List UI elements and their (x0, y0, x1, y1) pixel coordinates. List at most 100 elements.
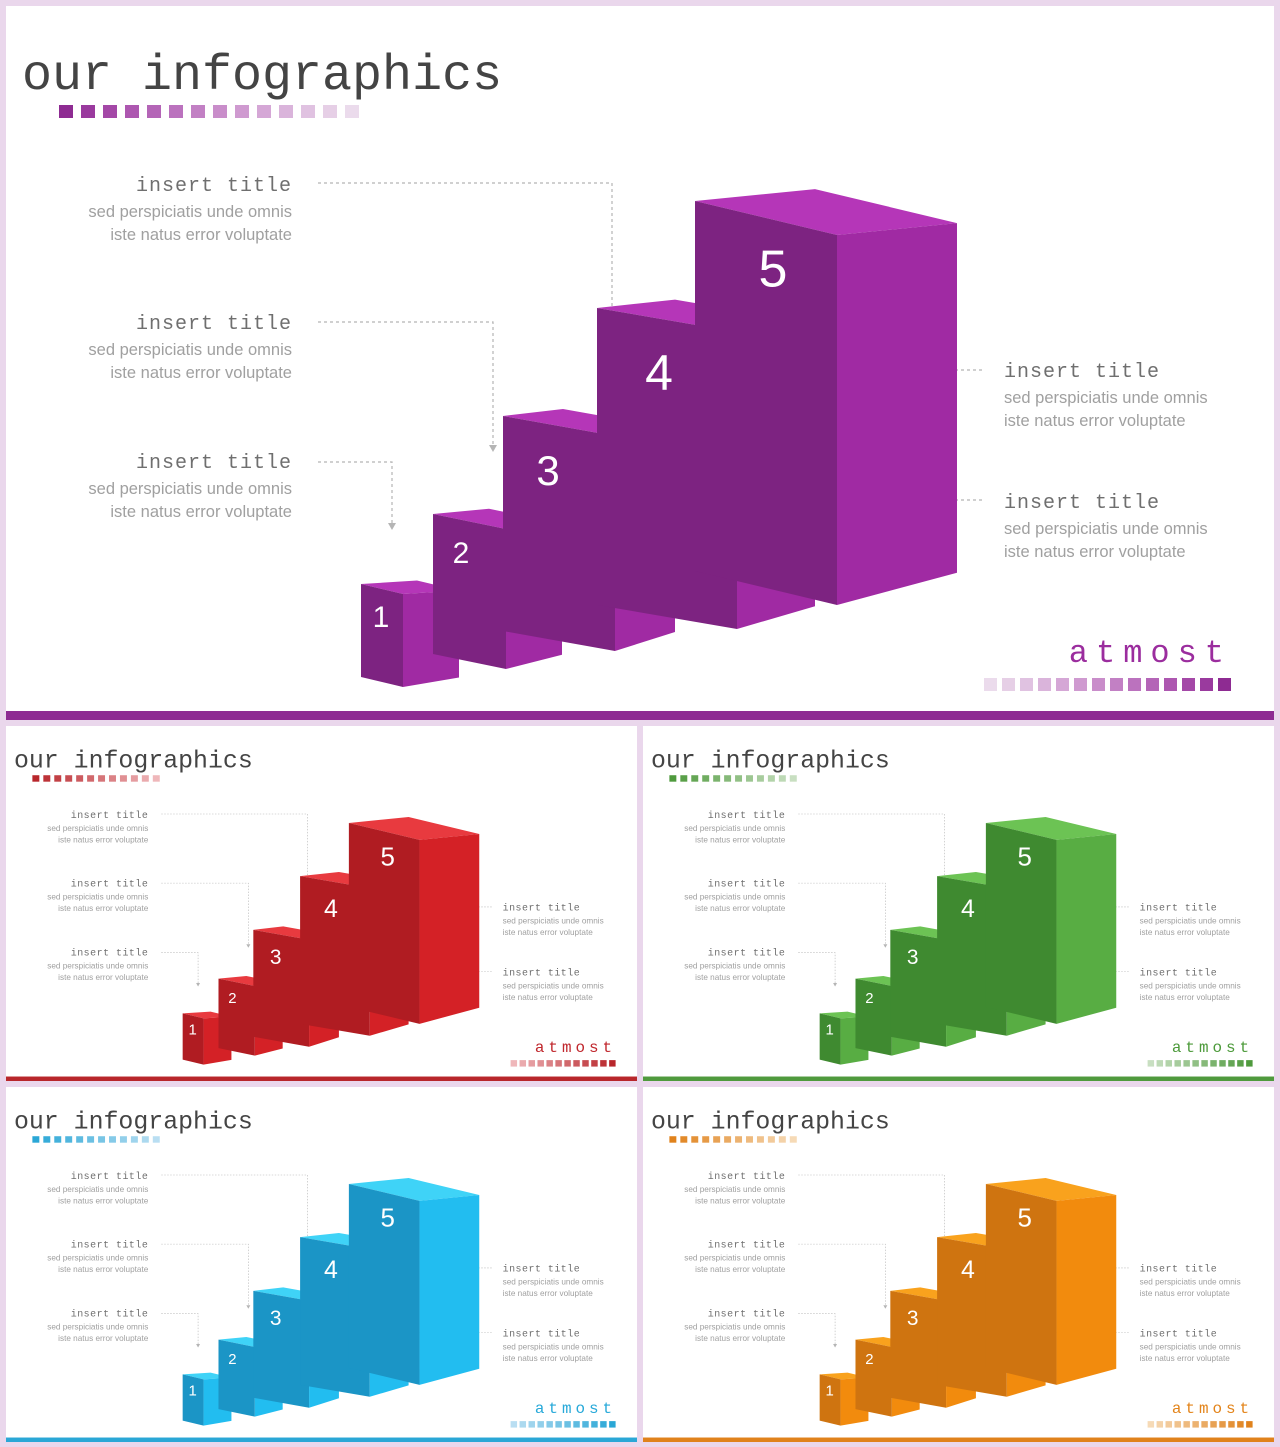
cube-front (218, 978, 255, 1056)
brand-square (1156, 1421, 1164, 1428)
title-square (81, 105, 95, 118)
title-square (735, 775, 743, 782)
info-line-2: iste natus error voluptate (695, 1334, 786, 1343)
info-title: insert title (708, 1309, 786, 1320)
slide-title: our infographics (651, 1108, 890, 1136)
info-line-2: iste natus error voluptate (1140, 1354, 1231, 1363)
arrow-head (833, 1344, 838, 1348)
brand-square (1219, 1421, 1226, 1428)
cube-front (433, 514, 506, 669)
info-line-2: iste natus error voluptate (58, 835, 149, 844)
brand-square (1201, 1060, 1208, 1067)
info-block-1: insert title sed perspiciatis unde omnis i… (684, 810, 786, 844)
title-square (279, 105, 293, 118)
cube-1: 1 (819, 1011, 869, 1065)
title-square (141, 775, 149, 782)
connector-line (161, 1174, 308, 1272)
connector-line (161, 952, 199, 987)
cube-number: 2 (865, 1351, 873, 1368)
brand-square (609, 1421, 616, 1428)
info-title: insert title (71, 1309, 149, 1320)
cube-number: 3 (907, 946, 919, 969)
brand-square (1210, 1060, 1217, 1067)
info-line-2: iste natus error voluptate (695, 904, 786, 913)
info-line-1: sed perspiciatis unde omnis (47, 893, 148, 902)
info-title: insert title (503, 968, 581, 979)
info-block-3: insert title sed perspiciatis unde omnis i… (88, 452, 292, 521)
info-line-1: sed perspiciatis unde omnis (503, 982, 604, 991)
info-block-1: insert title sed perspiciatis unde omnis i… (47, 1171, 149, 1205)
title-square (54, 1136, 62, 1143)
cube-5: 5 (985, 1178, 1117, 1385)
brand-square (609, 1060, 616, 1067)
cube-front (253, 929, 310, 1047)
cube-front (253, 1290, 310, 1408)
title-square (323, 105, 337, 118)
cube-number: 3 (536, 447, 559, 494)
info-block-5: insert title sed perspiciatis unde omnis i… (1140, 1329, 1241, 1363)
cube-number: 1 (373, 601, 390, 634)
title-square (680, 775, 688, 782)
info-line-1: sed perspiciatis unde omnis (684, 893, 785, 902)
title-square (103, 105, 117, 118)
info-line-1: sed perspiciatis unde omnis (1140, 1277, 1241, 1286)
info-line-1: sed perspiciatis unde omnis (47, 824, 148, 833)
cube-top (348, 817, 480, 840)
cube-number: 3 (270, 946, 282, 969)
brand-square (1246, 1060, 1253, 1067)
brand-square (1174, 1060, 1181, 1067)
connector-line (798, 1243, 886, 1309)
cube-top (348, 1178, 480, 1201)
cube-front (348, 822, 420, 1024)
info-line-2: iste natus error voluptate (1140, 1289, 1231, 1298)
arrow-head (489, 445, 497, 452)
info-line-1: sed perspiciatis unde omnis (88, 203, 292, 221)
info-line-2: iste natus error voluptate (695, 973, 786, 982)
slide-green: our infographics 1 2 3 4 5 insert title sed per… (643, 726, 1274, 1081)
title-square (59, 105, 73, 118)
slide-title: our infographics (22, 48, 502, 105)
info-line-2: iste natus error voluptate (110, 503, 292, 521)
info-line-1: sed perspiciatis unde omnis (47, 1323, 148, 1332)
title-square (669, 775, 677, 782)
brand-square (1201, 1421, 1208, 1428)
title-square (98, 1136, 106, 1143)
cube-number: 5 (759, 241, 788, 299)
title-square (746, 1136, 753, 1143)
info-block-5: insert title sed perspiciatis unde omnis i… (1004, 492, 1208, 561)
info-line-1: sed perspiciatis unde omnis (88, 480, 292, 498)
info-title: insert title (503, 902, 581, 913)
cube-5: 5 (985, 817, 1117, 1024)
brand-logo: atmost (1069, 635, 1232, 672)
title-square (213, 105, 227, 118)
brand-square (1200, 678, 1213, 691)
info-line-2: iste natus error voluptate (695, 1265, 786, 1274)
bottom-bar (6, 1076, 637, 1081)
info-block-2: insert title sed perspiciatis unde omnis i… (684, 1240, 786, 1274)
info-block-3: insert title sed perspiciatis unde omnis i… (47, 1309, 149, 1343)
info-title: insert title (708, 879, 786, 890)
connector-line (161, 1243, 249, 1309)
cube-number: 1 (825, 1383, 833, 1400)
info-line-2: iste natus error voluptate (1004, 543, 1186, 561)
title-square (778, 1136, 786, 1143)
title-square (76, 775, 84, 782)
title-square (724, 1136, 732, 1143)
brand-square (573, 1421, 580, 1428)
arrow-head (388, 523, 396, 530)
info-line-2: iste natus error voluptate (58, 1334, 149, 1343)
title-square (713, 1136, 721, 1143)
info-line-1: sed perspiciatis unde omnis (47, 1185, 148, 1194)
brand-square (546, 1421, 553, 1428)
brand-square (1210, 1421, 1217, 1428)
brand-square (1192, 1421, 1199, 1428)
info-block-5: insert title sed perspiciatis unde omnis i… (503, 968, 604, 1002)
info-title: insert title (1140, 1263, 1218, 1274)
cube-top (985, 1178, 1117, 1201)
connector-line (161, 882, 249, 948)
title-square (147, 105, 161, 118)
info-title: insert title (1004, 492, 1160, 515)
title-square (789, 1136, 797, 1143)
info-line-1: sed perspiciatis unde omnis (684, 824, 785, 833)
info-title: insert title (1004, 361, 1160, 384)
